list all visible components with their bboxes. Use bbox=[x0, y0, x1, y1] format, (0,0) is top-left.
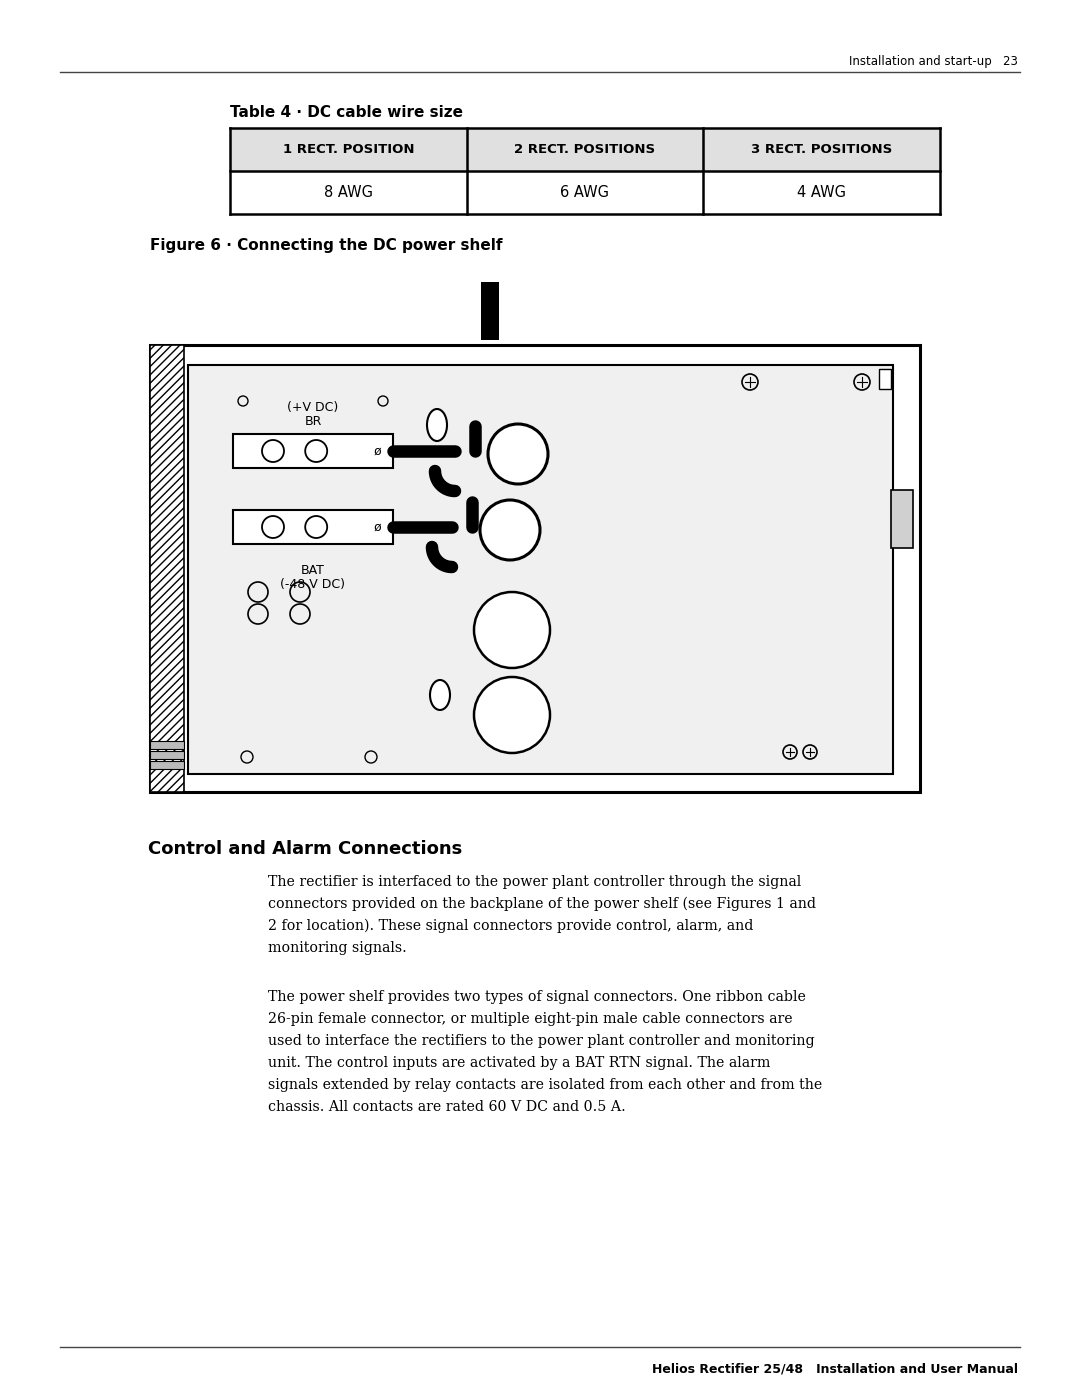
Circle shape bbox=[306, 515, 327, 538]
Bar bbox=[230, 129, 940, 170]
Text: BR: BR bbox=[305, 415, 322, 427]
Text: chassis. All contacts are rated 60 V DC and 0.5 A.: chassis. All contacts are rated 60 V DC … bbox=[268, 1099, 625, 1113]
Bar bbox=[150, 740, 184, 749]
Text: 4 AWG: 4 AWG bbox=[797, 184, 846, 200]
Text: Table 4 · DC cable wire size: Table 4 · DC cable wire size bbox=[230, 105, 463, 120]
Text: ø: ø bbox=[374, 444, 381, 457]
Circle shape bbox=[488, 425, 548, 483]
Text: unit. The control inputs are activated by a BAT RTN signal. The alarm: unit. The control inputs are activated b… bbox=[268, 1056, 770, 1070]
Text: BAT: BAT bbox=[301, 564, 325, 577]
Text: The power shelf provides two types of signal connectors. One ribbon cable: The power shelf provides two types of si… bbox=[268, 990, 806, 1004]
Text: (+V DC): (+V DC) bbox=[287, 401, 339, 414]
Text: 1 RECT. POSITION: 1 RECT. POSITION bbox=[283, 142, 414, 156]
Circle shape bbox=[474, 592, 550, 668]
Text: Installation and start-up   23: Installation and start-up 23 bbox=[849, 54, 1018, 68]
Circle shape bbox=[480, 500, 540, 560]
Text: ø: ø bbox=[374, 521, 381, 534]
Bar bbox=[150, 345, 920, 792]
Bar bbox=[481, 282, 499, 339]
Text: Helios Rectifier 25/48   Installation and User Manual: Helios Rectifier 25/48 Installation and … bbox=[652, 1362, 1018, 1375]
Bar bbox=[233, 434, 393, 468]
Text: 3 RECT. POSITIONS: 3 RECT. POSITIONS bbox=[751, 142, 892, 156]
Circle shape bbox=[306, 440, 327, 462]
Bar bbox=[188, 365, 893, 774]
Text: 8 AWG: 8 AWG bbox=[324, 184, 373, 200]
Text: 2 for location). These signal connectors provide control, alarm, and: 2 for location). These signal connectors… bbox=[268, 919, 754, 933]
Circle shape bbox=[262, 440, 284, 462]
Bar bbox=[150, 752, 184, 759]
Ellipse shape bbox=[430, 680, 450, 710]
Text: 26-pin female connector, or multiple eight-pin male cable connectors are: 26-pin female connector, or multiple eig… bbox=[268, 1011, 793, 1025]
Bar bbox=[879, 369, 891, 388]
Text: connectors provided on the backplane of the power shelf (see Figures 1 and: connectors provided on the backplane of … bbox=[268, 897, 816, 911]
Text: (-48 V DC): (-48 V DC) bbox=[281, 578, 346, 591]
Text: 2 RECT. POSITIONS: 2 RECT. POSITIONS bbox=[514, 142, 656, 156]
Text: Figure 6 · Connecting the DC power shelf: Figure 6 · Connecting the DC power shelf bbox=[150, 237, 502, 253]
Bar bbox=[233, 510, 393, 543]
Text: used to interface the rectifiers to the power plant controller and monitoring: used to interface the rectifiers to the … bbox=[268, 1034, 814, 1048]
Circle shape bbox=[262, 515, 284, 538]
Text: The rectifier is interfaced to the power plant controller through the signal: The rectifier is interfaced to the power… bbox=[268, 875, 801, 888]
Circle shape bbox=[474, 678, 550, 753]
Text: signals extended by relay contacts are isolated from each other and from the: signals extended by relay contacts are i… bbox=[268, 1078, 822, 1092]
Bar bbox=[150, 345, 184, 792]
Bar bbox=[150, 761, 184, 768]
Text: monitoring signals.: monitoring signals. bbox=[268, 942, 407, 956]
Text: Control and Alarm Connections: Control and Alarm Connections bbox=[148, 840, 462, 858]
Ellipse shape bbox=[427, 409, 447, 441]
Bar bbox=[891, 490, 913, 548]
Text: 6 AWG: 6 AWG bbox=[561, 184, 609, 200]
